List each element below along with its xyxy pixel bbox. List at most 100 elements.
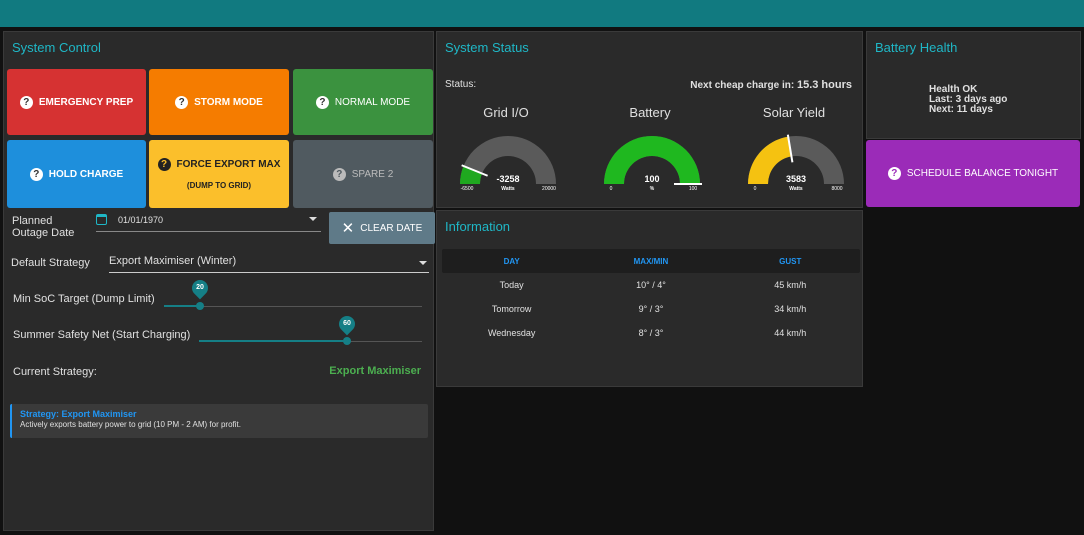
gauge-value: -3258 bbox=[496, 174, 519, 184]
gauge-title-grid: Grid I/O bbox=[483, 105, 529, 120]
panel-title: Information bbox=[445, 219, 511, 234]
gauge-title-solar: Solar Yield bbox=[762, 105, 826, 120]
default-strategy-label: Default Strategy bbox=[11, 257, 90, 269]
button-sublabel: (DUMP TO GRID) bbox=[186, 181, 252, 190]
table-header: DAY MAX/MIN GUST bbox=[442, 249, 860, 273]
default-strategy-select[interactable]: Export Maximiser (Winter) bbox=[109, 255, 429, 273]
help-icon: ? bbox=[29, 167, 43, 181]
min-soc-slider-track[interactable] bbox=[164, 306, 422, 307]
button-label: EMERGENCY PREP bbox=[38, 96, 134, 108]
min-soc-slider-fill bbox=[164, 305, 202, 307]
current-strategy-value: Export Maximiser bbox=[329, 365, 421, 377]
help-icon: ? bbox=[19, 95, 33, 109]
min-soc-label: Min SoC Target (Dump Limit) bbox=[13, 293, 155, 305]
column-header-day: DAY bbox=[503, 256, 520, 266]
current-strategy-label: Current Strategy: bbox=[13, 366, 97, 378]
system-status-panel: System Status Status: Next cheap charge … bbox=[436, 31, 863, 208]
slider-value: 60 bbox=[343, 320, 351, 327]
gauge-fill bbox=[460, 166, 483, 184]
health-summary: Health OK Last: 3 days ago Next: 11 days bbox=[929, 85, 1007, 115]
gauge-value: 3583 bbox=[786, 174, 806, 184]
gauge-unit: Watts bbox=[789, 186, 803, 192]
date-value: 01/01/1970 bbox=[118, 215, 164, 225]
battery-health-panel: Battery Health Health OK Last: 3 days ag… bbox=[866, 31, 1081, 139]
gauge-fill bbox=[604, 136, 700, 184]
button-label: SCHEDULE BALANCE TONIGHT bbox=[906, 168, 1059, 179]
forecast-table: DAY MAX/MIN GUST Today 10° / 4° 45 km/h … bbox=[442, 249, 860, 345]
gauge-value: 100 bbox=[644, 174, 659, 184]
battery-gauge: 100% 0 100 bbox=[604, 136, 702, 192]
table-cell: 10° / 4° bbox=[636, 280, 666, 290]
health-last: Last: 3 days ago bbox=[929, 94, 1008, 105]
close-icon: ✕ bbox=[341, 220, 355, 237]
gauge-unit: Watts bbox=[501, 186, 515, 192]
gauge-max-label: 20000 bbox=[542, 186, 556, 192]
storm-mode-button[interactable]: ? STORM MODE bbox=[149, 69, 289, 135]
table-row: Today 10° / 4° 45 km/h bbox=[442, 273, 860, 297]
select-value: Export Maximiser (Winter) bbox=[109, 255, 237, 267]
button-label: CLEAR DATE bbox=[360, 222, 423, 234]
planned-outage-date-input[interactable]: 01/01/1970 bbox=[96, 214, 321, 232]
table-cell: Wednesday bbox=[487, 328, 536, 338]
gauge-min-label: 0 bbox=[610, 186, 613, 192]
gauge-track bbox=[460, 136, 556, 184]
panel-title: System Control bbox=[12, 40, 101, 55]
help-icon: ? bbox=[175, 95, 189, 109]
top-app-bar bbox=[0, 0, 1084, 27]
status-label: Status: bbox=[445, 79, 477, 90]
planned-outage-label: Planned Outage Date bbox=[12, 215, 75, 239]
table-cell: 8° / 3° bbox=[638, 328, 664, 338]
strategy-info-box: Strategy: Export Maximiser Actively expo… bbox=[10, 404, 428, 438]
column-header-gust: GUST bbox=[779, 256, 802, 266]
spare-2-button[interactable]: ? SPARE 2 bbox=[293, 140, 433, 208]
gauge-max-label: 100 bbox=[689, 186, 698, 192]
chevron-down-icon bbox=[309, 217, 317, 221]
summer-safety-value-bubble: 60 bbox=[335, 312, 359, 336]
gauge-max-label: 8000 bbox=[831, 186, 842, 192]
table-cell: 34 km/h bbox=[774, 304, 807, 314]
button-label: HOLD CHARGE bbox=[48, 168, 124, 180]
panel-title: System Status bbox=[445, 40, 529, 55]
min-soc-slider-thumb[interactable] bbox=[196, 302, 204, 310]
table-row: Tomorrow 9° / 3° 34 km/h bbox=[442, 297, 860, 321]
button-label: NORMAL MODE bbox=[334, 96, 411, 108]
normal-mode-button[interactable]: ? NORMAL MODE bbox=[293, 69, 433, 135]
emergency-prep-button[interactable]: ? EMERGENCY PREP bbox=[7, 69, 146, 135]
chevron-down-icon bbox=[419, 261, 427, 265]
table-row: Wednesday 8° / 3° 44 km/h bbox=[442, 321, 860, 345]
min-soc-value-bubble: 20 bbox=[188, 276, 212, 300]
force-export-max-button[interactable]: ? FORCE EXPORT MAX (DUMP TO GRID) bbox=[149, 140, 289, 208]
next-cheap-charge-value: 15.3 hours bbox=[796, 79, 852, 91]
health-status: Health OK bbox=[929, 84, 978, 95]
table-cell: 44 km/h bbox=[774, 328, 807, 338]
strategy-info-title: Strategy: Export Maximiser bbox=[20, 409, 137, 419]
button-label: FORCE EXPORT MAX bbox=[176, 159, 281, 170]
summer-safety-slider-thumb[interactable] bbox=[343, 337, 351, 345]
gauge-needle bbox=[461, 164, 488, 177]
help-icon: ? bbox=[157, 158, 171, 171]
clear-date-button[interactable]: ✕ CLEAR DATE bbox=[329, 212, 435, 244]
gauge-min-label: 0 bbox=[754, 186, 757, 192]
slider-value: 20 bbox=[196, 284, 204, 291]
strategy-info-description: Actively exports battery power to grid (… bbox=[20, 420, 241, 429]
gauge-title-battery: Battery bbox=[629, 105, 671, 120]
gauge-unit: % bbox=[650, 186, 655, 192]
gauge-fill bbox=[748, 136, 792, 184]
button-label: STORM MODE bbox=[194, 96, 263, 108]
gauge-needle bbox=[786, 134, 794, 163]
health-next: Next: 11 days bbox=[929, 104, 993, 115]
information-panel: Information DAY MAX/MIN GUST Today 10° /… bbox=[436, 210, 863, 387]
next-cheap-charge: Next cheap charge in: 15.3 hours bbox=[690, 79, 852, 91]
table-cell: 9° / 3° bbox=[638, 304, 664, 314]
help-icon: ? bbox=[332, 167, 346, 181]
schedule-balance-button[interactable]: ? SCHEDULE BALANCE TONIGHT bbox=[866, 140, 1080, 207]
gauge-min-label: -6500 bbox=[461, 186, 474, 192]
help-icon: ? bbox=[315, 95, 329, 109]
next-cheap-charge-label: Next cheap charge in: bbox=[690, 80, 795, 91]
table-cell: Today bbox=[499, 280, 524, 290]
grid-io-gauge: -3258 Watts -6500 20000 bbox=[460, 136, 556, 192]
system-control-panel: System Control ? EMERGENCY PREP ? STORM … bbox=[3, 31, 435, 531]
help-icon: ? bbox=[887, 167, 901, 180]
hold-charge-button[interactable]: ? HOLD CHARGE bbox=[7, 140, 146, 208]
panel-title: Battery Health bbox=[875, 40, 958, 55]
